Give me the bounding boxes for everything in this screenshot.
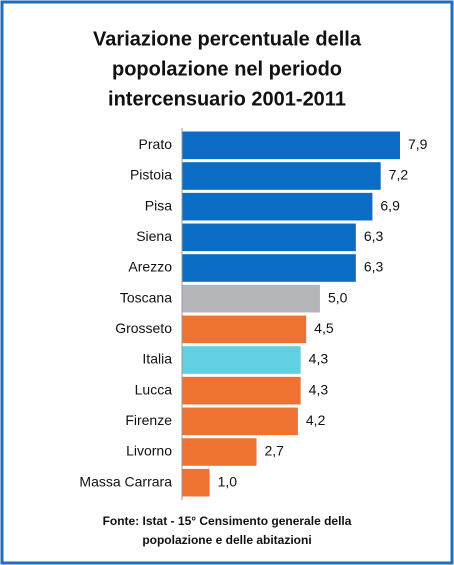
bar: [182, 284, 320, 313]
chart-title: Variazione percentuale della: [93, 28, 362, 50]
category-label: Prato: [139, 136, 173, 152]
category-label: Grosseto: [115, 320, 172, 336]
chart-title: intercensuario 2001-2011: [108, 88, 346, 110]
category-label: Firenze: [125, 412, 172, 428]
category-label: Pisa: [145, 197, 172, 213]
value-label: 7,9: [408, 136, 428, 152]
source: popolazione e delle abitazioni: [142, 533, 311, 547]
bar: [182, 468, 210, 497]
bar: [182, 438, 257, 466]
value-label: 4,3: [309, 381, 329, 397]
value-label: 6,3: [364, 259, 384, 275]
value-label: 6,9: [380, 197, 400, 213]
value-label: 1,0: [218, 473, 238, 489]
bar: [182, 162, 381, 190]
value-label: 6,3: [364, 228, 384, 244]
value-label: 2,7: [265, 443, 285, 459]
category-label: Siena: [136, 228, 172, 244]
bar: [182, 346, 301, 374]
bar: [182, 407, 298, 436]
category-label: Toscana: [120, 289, 172, 305]
value-label: 4,3: [309, 351, 329, 367]
bar: [182, 254, 356, 282]
value-label: 7,2: [389, 167, 409, 183]
category-label: Livorno: [126, 443, 172, 459]
value-label: 4,2: [306, 412, 326, 428]
bar: [182, 223, 356, 252]
chart-title: popolazione nel periodo: [112, 58, 342, 80]
bar: [182, 315, 307, 344]
value-label: 4,5: [314, 320, 334, 336]
category-label: Italia: [142, 351, 172, 367]
category-label: Massa Carrara: [79, 473, 172, 489]
category-label: Arezzo: [128, 259, 172, 275]
value-label: 5,0: [328, 289, 348, 305]
source: Fonte: Istat - 15° Censimento generale d…: [103, 514, 352, 528]
bar: [182, 376, 301, 405]
category-label: Pistoia: [130, 167, 172, 183]
bar: [182, 192, 373, 221]
category-label: Lucca: [135, 381, 173, 397]
bar: [182, 131, 400, 160]
